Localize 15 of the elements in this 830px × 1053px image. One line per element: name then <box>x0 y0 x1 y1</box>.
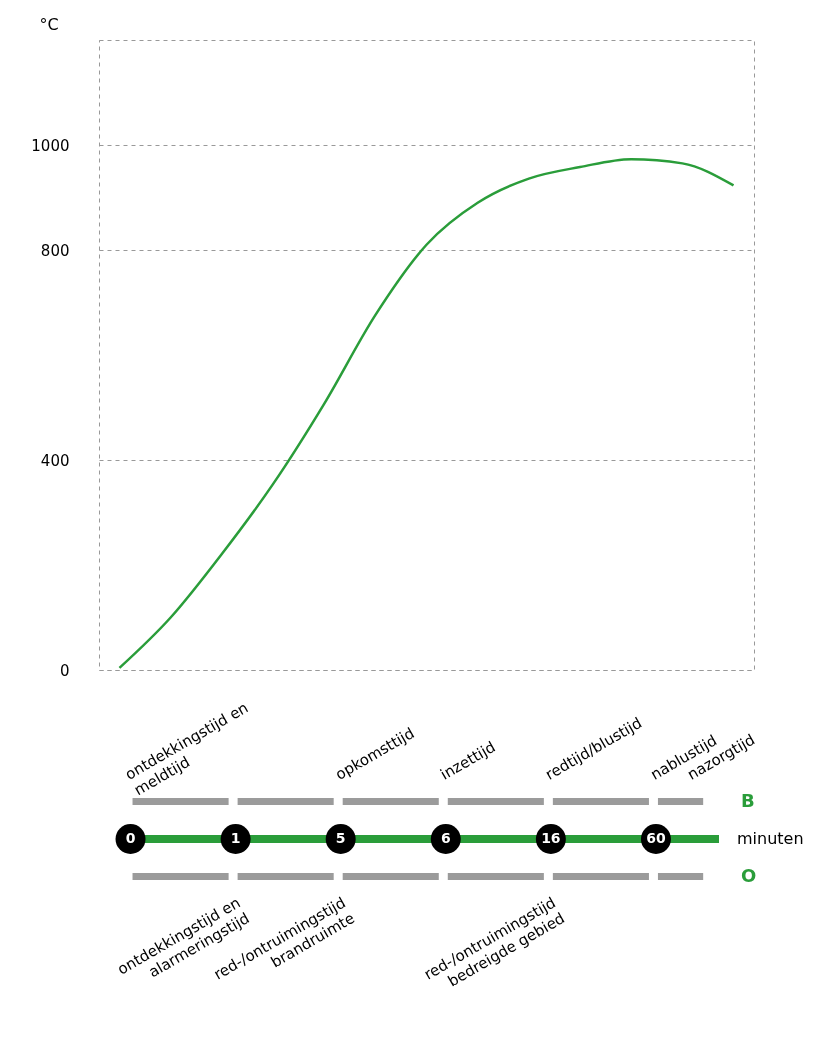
category-label: 0 <box>125 830 136 846</box>
category-label: 60 <box>646 830 666 846</box>
y-axis-title: °C <box>39 14 59 34</box>
category-label: 16 <box>541 830 561 846</box>
y-tick-label: 400 <box>40 451 70 470</box>
line-series <box>118 157 735 670</box>
category-label: B <box>741 789 755 811</box>
y-tick-label: 0 <box>59 661 70 680</box>
y-tick-label: 800 <box>40 241 70 260</box>
text: minuten <box>737 829 804 848</box>
y-tick-label: 1000 <box>31 136 70 155</box>
category-label: 6 <box>440 830 451 846</box>
category-label: 5 <box>335 830 346 846</box>
category-label: 1 <box>230 830 241 846</box>
category-label: O <box>741 864 757 886</box>
